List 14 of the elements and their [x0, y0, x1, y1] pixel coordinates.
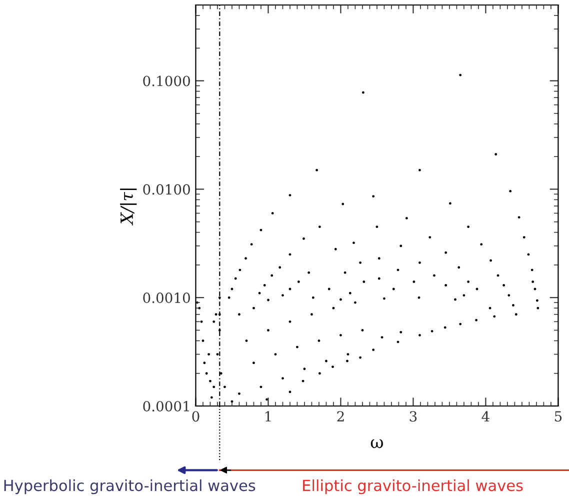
y-axis-title: X/|τ| [120, 188, 137, 226]
x-tick-label: 5 [554, 411, 562, 422]
y-tick-label: 0.0010 [143, 292, 190, 304]
x-tick-label: 3 [410, 411, 417, 422]
y-tick-label: 0.0100 [143, 184, 190, 195]
x-tick-label: 0 [192, 411, 200, 422]
text: Elliptic gravito-inertial waves [303, 479, 523, 494]
y-tick-label: 0.0001 [143, 400, 189, 412]
x-tick-label: 2 [337, 411, 344, 422]
x-tick-label: 1 [266, 411, 271, 422]
y-tick-label: 0.1000 [143, 76, 190, 86]
text: Hyperbolic gravito-inertial waves [4, 479, 256, 494]
x-axis-title: ω [370, 439, 383, 448]
x-tick-label: 4 [482, 411, 490, 422]
